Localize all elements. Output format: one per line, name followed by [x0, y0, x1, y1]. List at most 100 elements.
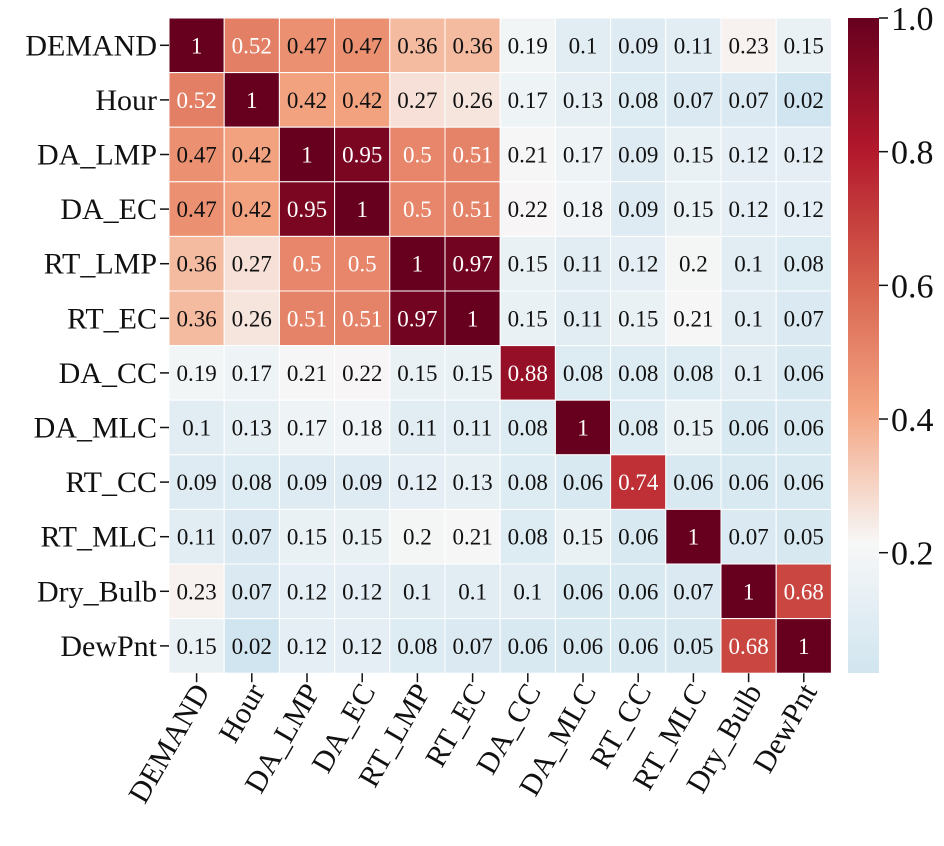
heatmap-cell — [168, 181, 225, 237]
cell-value-label: 0.68 — [728, 634, 768, 659]
cell-value-label: 0.17 — [563, 143, 603, 168]
heatmap-cell — [554, 235, 612, 292]
cell-value-label: 0.12 — [728, 143, 768, 168]
heatmap-cell — [389, 345, 446, 401]
heatmap-cell — [223, 508, 280, 565]
cell-value-label: 0.08 — [563, 361, 603, 386]
heatmap-cell — [499, 399, 556, 456]
cell-value-label: 0.47 — [287, 33, 327, 58]
cell-value-label: 0.42 — [232, 143, 272, 168]
cell-value-label: 0.06 — [728, 416, 768, 441]
heatmap-cell — [499, 345, 556, 401]
cell-value-label: 0.09 — [287, 470, 327, 495]
cell-value-label: 0.51 — [287, 306, 327, 331]
heatmap-cell — [334, 181, 391, 237]
cell-value-label: 0.19 — [508, 33, 548, 58]
colorbar-tick-label: 0.6 — [891, 268, 934, 305]
cell-value-label: 0.15 — [452, 361, 492, 386]
cell-value-label: 0.95 — [342, 143, 382, 168]
row-label: RT_LMP — [44, 248, 157, 281]
cell-value-label: 0.12 — [342, 634, 382, 659]
cell-value-label: 0.11 — [398, 416, 437, 441]
heatmap-cell — [168, 563, 225, 620]
cell-value-label: 0.05 — [673, 634, 713, 659]
cell-value-label: 0.13 — [563, 88, 603, 113]
heatmap-cell — [775, 563, 832, 620]
cell-value-label: 0.02 — [784, 88, 824, 113]
heatmap-cell — [720, 235, 777, 292]
cell-value-label: 0.1 — [458, 579, 487, 604]
cell-value-label: 0.2 — [679, 252, 708, 277]
row-label: DA_CC — [59, 357, 157, 390]
heatmap-cell — [720, 345, 777, 401]
heatmap-cell — [278, 345, 336, 401]
cell-value-label: 0.09 — [618, 143, 658, 168]
cell-value-label: 0.36 — [176, 306, 216, 331]
cell-value-label: 0.08 — [618, 416, 658, 441]
heatmap-cell — [278, 618, 336, 674]
heatmap-cell — [499, 618, 556, 674]
row-label: RT_CC — [65, 466, 157, 499]
heatmap-cell — [665, 399, 722, 456]
cell-value-label: 0.08 — [618, 88, 658, 113]
heatmap-cell — [334, 126, 391, 183]
cell-value-label: 0.19 — [176, 361, 216, 386]
cell-value-label: 0.36 — [176, 252, 216, 277]
cell-value-label: 0.07 — [452, 634, 492, 659]
heatmap-cell — [775, 290, 832, 347]
cell-value-label: 0.12 — [287, 634, 327, 659]
heatmap-cell — [775, 345, 832, 401]
cell-value-label: 0.09 — [618, 33, 658, 58]
heatmap-cell — [168, 290, 225, 347]
cell-value-label: 1 — [246, 88, 258, 113]
colorbar-gradient — [848, 18, 879, 673]
heatmap-cell — [334, 399, 391, 456]
heatmap-cell — [665, 72, 722, 128]
cell-value-label: 0.08 — [232, 470, 272, 495]
heatmap-cell — [444, 181, 501, 237]
cell-value-label: 0.47 — [176, 197, 216, 222]
cell-value-label: 0.15 — [342, 525, 382, 550]
cell-value-label: 0.06 — [618, 579, 658, 604]
heatmap-cell — [499, 508, 556, 565]
cell-value-label: 0.08 — [508, 470, 548, 495]
heatmap-cell — [554, 563, 612, 620]
heatmap-cell — [775, 399, 832, 456]
heatmap-cell — [444, 563, 501, 620]
cell-value-label: 0.11 — [563, 252, 602, 277]
colorbar: 0.2 0.4 0.6 0.8 1.0 — [848, 1, 934, 673]
heatmap-cell — [775, 17, 832, 74]
colorbar-tick-label: 1.0 — [891, 1, 934, 38]
row-label: DewPnt — [60, 630, 157, 663]
cell-value-label: 0.08 — [618, 361, 658, 386]
heatmap-cell — [334, 454, 391, 510]
cell-value-label: 0.97 — [452, 252, 492, 277]
cell-value-label: 0.42 — [287, 88, 327, 113]
cell-value-label: 0.15 — [618, 306, 658, 331]
cell-value-label: 0.17 — [287, 416, 327, 441]
cell-value-label: 0.11 — [453, 416, 492, 441]
heatmap-cell — [334, 563, 391, 620]
heatmap-cell — [610, 454, 667, 510]
cell-value-label: 0.47 — [176, 143, 216, 168]
column-label: Hour — [212, 678, 271, 748]
heatmap-cell — [168, 345, 225, 401]
heatmap-cell — [499, 72, 556, 128]
cell-value-label: 0.36 — [452, 33, 492, 58]
heatmap-cell — [444, 618, 501, 674]
cell-value-label: 0.21 — [452, 525, 492, 550]
cell-value-label: 0.15 — [287, 525, 327, 550]
cell-value-label: 0.11 — [177, 525, 216, 550]
cell-value-label: 0.51 — [342, 306, 382, 331]
heatmap-cell — [720, 72, 777, 128]
cell-value-label: 0.23 — [176, 579, 216, 604]
row-label: DA_MLC — [34, 412, 157, 445]
heatmap-cell — [444, 17, 501, 74]
cell-value-label: 1 — [798, 634, 810, 659]
heatmap-cell — [720, 508, 777, 565]
heatmap-cell — [223, 235, 280, 292]
row-label: RT_MLC — [40, 521, 157, 554]
heatmap-cell — [223, 618, 280, 674]
cell-value-label: 0.07 — [673, 88, 713, 113]
